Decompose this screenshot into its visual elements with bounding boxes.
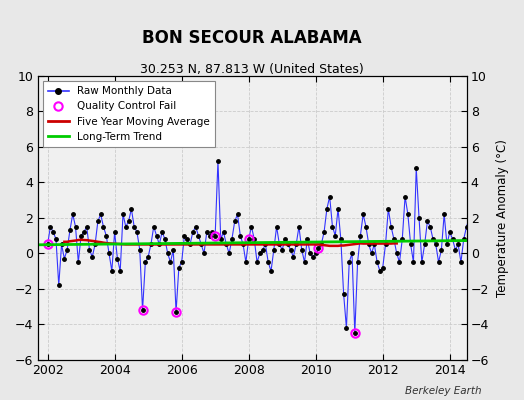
- Y-axis label: Temperature Anomaly (°C): Temperature Anomaly (°C): [496, 139, 509, 297]
- Legend: Raw Monthly Data, Quality Control Fail, Five Year Moving Average, Long-Term Tren: Raw Monthly Data, Quality Control Fail, …: [43, 81, 215, 147]
- Text: BON SECOUR ALABAMA: BON SECOUR ALABAMA: [142, 29, 362, 47]
- Title: 30.253 N, 87.813 W (United States): 30.253 N, 87.813 W (United States): [140, 63, 364, 76]
- Text: Berkeley Earth: Berkeley Earth: [406, 386, 482, 396]
